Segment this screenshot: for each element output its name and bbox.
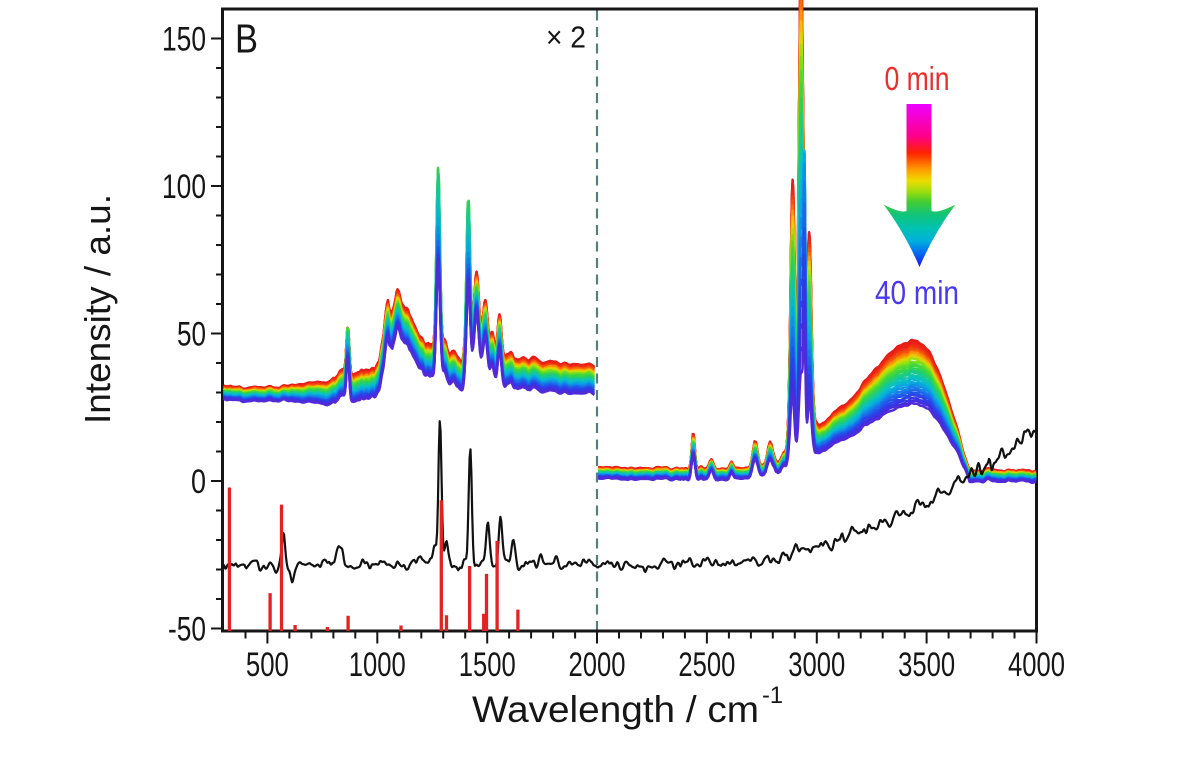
- svg-text:0 min: 0 min: [885, 60, 950, 97]
- svg-text:2000: 2000: [569, 646, 626, 684]
- svg-text:40 min: 40 min: [875, 274, 959, 311]
- svg-text:2500: 2500: [678, 646, 735, 684]
- svg-text:150: 150: [162, 21, 206, 59]
- svg-text:1000: 1000: [349, 646, 406, 684]
- svg-text:3500: 3500: [898, 646, 955, 684]
- svg-text:0: 0: [191, 463, 206, 501]
- svg-text:Intensity / a.u.: Intensity / a.u.: [77, 194, 118, 424]
- svg-text:3000: 3000: [788, 646, 845, 684]
- svg-text:-1: -1: [762, 682, 783, 709]
- svg-text:-50: -50: [168, 611, 206, 649]
- svg-text:50: 50: [177, 316, 206, 354]
- svg-text:100: 100: [162, 168, 206, 206]
- svg-text:B: B: [235, 16, 258, 62]
- svg-text:500: 500: [246, 646, 289, 684]
- svg-text:× 2: × 2: [546, 20, 586, 55]
- svg-text:Wavelength / cm: Wavelength / cm: [472, 689, 759, 730]
- svg-text:1500: 1500: [459, 646, 516, 684]
- svg-text:4000: 4000: [1008, 646, 1065, 684]
